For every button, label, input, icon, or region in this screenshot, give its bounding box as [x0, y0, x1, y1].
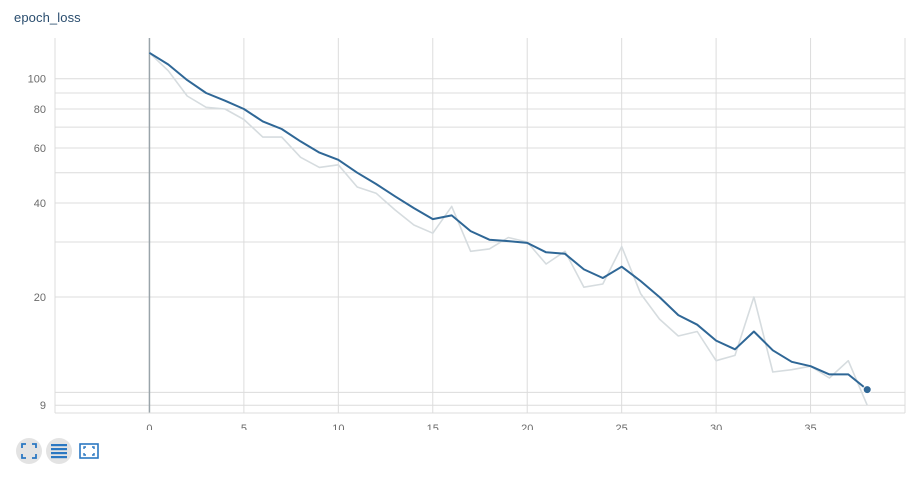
y-tick-label: 60: [34, 143, 46, 155]
x-tick-label: 15: [427, 423, 439, 430]
x-tick-label: 30: [710, 423, 722, 430]
toggle-zoom-icon: [79, 443, 99, 459]
tick-labels: 0 5 10 15 20 25 30 35 9 20 40 60 80 100: [28, 74, 817, 430]
y-tick-label: 80: [34, 104, 46, 116]
y-tick-label: 9: [40, 400, 46, 412]
x-tick-label: 25: [616, 423, 628, 430]
series-layer: [148, 51, 872, 406]
smoothed-series-line: [148, 51, 868, 391]
x-tick-label: 5: [241, 423, 247, 430]
raw-series-line: [148, 52, 868, 406]
x-tick-label: 0: [146, 423, 152, 430]
x-tick-label: 10: [332, 423, 344, 430]
toggle-log-scale-icon: [51, 444, 67, 459]
fit-domain-button[interactable]: [16, 438, 42, 464]
x-tick-label: 20: [521, 423, 533, 430]
x-tick-label: 35: [804, 423, 816, 430]
chart-title: epoch_loss: [14, 10, 81, 25]
epoch-loss-chart[interactable]: 0 5 10 15 20 25 30 35 9 20 40 60 80 100: [0, 0, 916, 430]
axis-layer: [55, 38, 905, 414]
y-tick-label: 100: [28, 74, 46, 86]
chart-toolbar: [16, 438, 102, 464]
toggle-zoom-button[interactable]: [76, 438, 102, 464]
fit-domain-icon: [21, 443, 37, 459]
toggle-log-scale-button[interactable]: [46, 438, 72, 464]
grid-layer: [54, 38, 906, 413]
y-tick-label: 40: [34, 198, 46, 210]
y-tick-label: 20: [34, 292, 46, 304]
smoothed-data-point: [862, 385, 872, 395]
